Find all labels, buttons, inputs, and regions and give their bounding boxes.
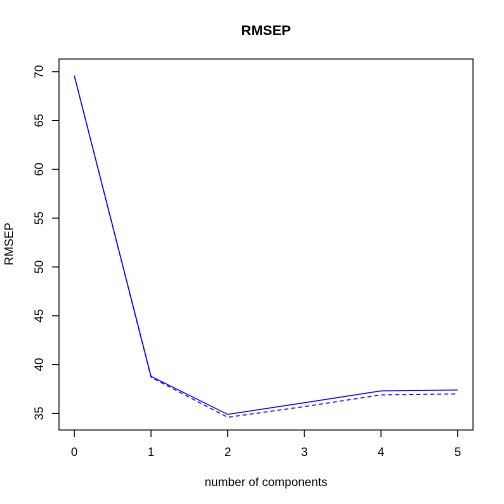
- x-axis: 0 1 2 3 4 5: [71, 429, 461, 459]
- series-line-solid: [73, 75, 458, 415]
- y-tick-label: 70: [32, 65, 46, 79]
- y-tick-label: 40: [32, 358, 46, 372]
- x-tick-label: 5: [454, 445, 461, 459]
- series-group: [73, 75, 458, 418]
- y-axis-label: RMSEP: [2, 223, 16, 266]
- y-tick-label: 45: [32, 309, 46, 323]
- x-tick-label: 0: [71, 445, 78, 459]
- x-tick-label: 4: [378, 445, 385, 459]
- chart-title: RMSEP: [241, 22, 291, 38]
- y-tick-label: 60: [32, 162, 46, 176]
- x-tick-label: 1: [148, 445, 155, 459]
- x-axis-label: number of components: [205, 475, 328, 489]
- y-tick-label: 35: [32, 406, 46, 420]
- y-tick-label: 55: [32, 211, 46, 225]
- y-axis: 35 40 45 50 55 60 65 70: [32, 65, 60, 420]
- x-tick-label: 3: [301, 445, 308, 459]
- y-tick-label: 50: [32, 260, 46, 274]
- series-line-dashed: [73, 75, 458, 418]
- plot-frame: [58, 58, 474, 431]
- x-tick-label: 2: [224, 445, 231, 459]
- y-tick-label: 65: [32, 114, 46, 128]
